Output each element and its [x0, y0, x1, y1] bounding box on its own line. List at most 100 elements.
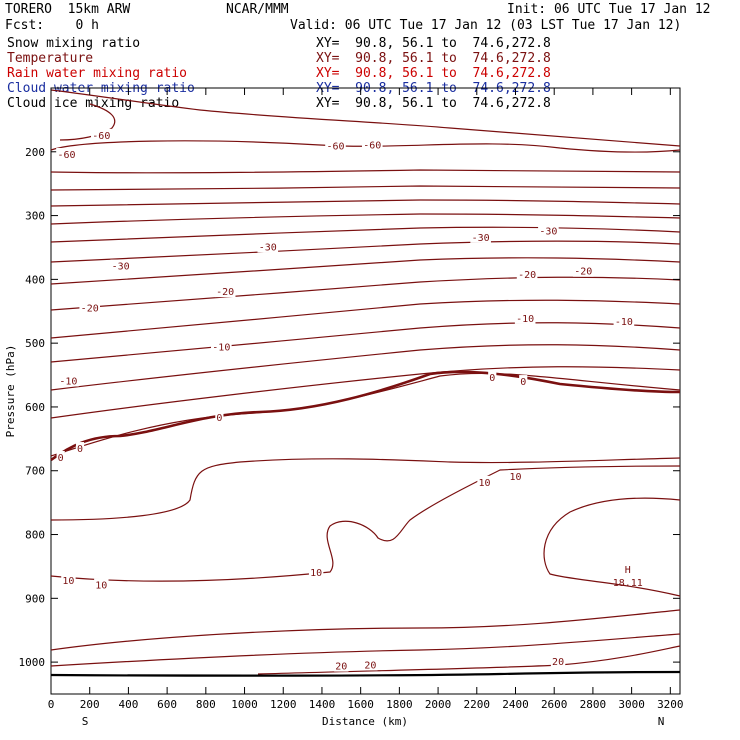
contour-line [50, 465, 681, 582]
x-tick-label: 1000 [231, 698, 258, 711]
x-tick-label: 1400 [309, 698, 336, 711]
y-tick-label: 800 [25, 529, 45, 542]
y-tick-label: 500 [25, 337, 45, 350]
field-temperature-xy: XY= 90.8, 56.1 to 74.6,272.8 [316, 51, 551, 66]
contour-label-bg [613, 315, 635, 328]
ground-surface-line [50, 670, 681, 677]
south-label: S [82, 715, 89, 728]
x-tick-label: 2000 [425, 698, 452, 711]
contour-label: -30 [259, 242, 277, 253]
x-tick-label: 800 [196, 698, 216, 711]
contour-line [50, 185, 681, 191]
contour-line [50, 89, 681, 147]
contour-label-bg [94, 578, 109, 591]
contour-label: -30 [472, 233, 490, 244]
y-tick-labels: 200 300 400 500 600 700 800 900 1000 [19, 146, 46, 669]
field-cloudice-label: Cloud ice mixing ratio [7, 96, 180, 111]
extrema-marker: H [625, 565, 631, 576]
contour-label-bg [61, 574, 76, 587]
contour-label-bg [214, 285, 236, 298]
contour-label: -60 [326, 142, 344, 153]
contour-label: -10 [516, 314, 534, 325]
x-tick-label: 2800 [580, 698, 607, 711]
contour-label: 10 [479, 478, 491, 489]
contour-label-bg [519, 375, 528, 388]
x-tick-label: 600 [157, 698, 177, 711]
contour-label: 20 [335, 662, 347, 673]
contour-label: -10 [212, 343, 230, 354]
contour-label: -20 [81, 304, 99, 315]
x-tick-label: 200 [80, 698, 100, 711]
contour-label-bg [56, 450, 65, 463]
contour-label-bg [538, 224, 559, 237]
north-label: N [658, 715, 665, 728]
contour-label: 10 [62, 576, 74, 587]
x-tick-labels: 0 200 400 600 800 1000 1200 1400 1600 1800 2000 220… [48, 698, 684, 711]
contour-labels: -60 -60 -60 -60 -30 -30 -30 -30 -20 -20 -20 -20 -10 -… [56, 128, 635, 673]
x-tick-label: 1800 [386, 698, 413, 711]
x-tick-label: 2200 [464, 698, 491, 711]
contour-label: -20 [518, 270, 536, 281]
contour-label: -60 [57, 150, 75, 161]
extrema-labels: H 18.11 [613, 565, 643, 589]
y-axis-label: Pressure (hPa) [4, 345, 17, 438]
contour-line [50, 366, 681, 419]
x-tick-label: 2600 [541, 698, 568, 711]
contour-label-bg [91, 128, 112, 141]
contour-line [50, 633, 681, 667]
contour-label: -20 [216, 287, 234, 298]
center-title: NCAR/MMM [226, 2, 289, 17]
contour-label-bg [211, 340, 232, 353]
contour-label-bg [508, 470, 523, 483]
contour-label: 10 [95, 581, 107, 592]
axis-tick-marks [50, 88, 680, 694]
contour-line [50, 169, 681, 174]
contour-label-bg [334, 659, 349, 672]
contour-line [50, 199, 681, 207]
contour-line [50, 344, 681, 391]
contour-line [543, 497, 681, 597]
valid-time: Valid: 06 UTC Tue 17 Jan 12 (03 LST Tue … [290, 18, 682, 33]
init-time: Init: 06 UTC Tue 17 Jan 12 [507, 2, 711, 17]
contour-line [50, 240, 681, 263]
field-snow-xy: XY= 90.8, 56.1 to 74.6,272.8 [316, 36, 551, 51]
zero-isotherm [50, 370, 681, 462]
contour-label: 20 [552, 657, 564, 668]
contour-line [50, 213, 681, 225]
contour-label-bg [477, 475, 492, 488]
y-tick-label: 200 [25, 146, 45, 159]
x-tick-label: 3000 [618, 698, 645, 711]
y-tick-label: 300 [25, 210, 45, 223]
contour-label: 0 [216, 413, 222, 424]
contour-label: -30 [112, 262, 130, 273]
contour-label-bg [110, 259, 131, 272]
contour-label-bg [215, 410, 224, 423]
contour-line [50, 299, 681, 339]
contour-label: 0 [58, 453, 64, 464]
contour-label-bg [516, 267, 538, 280]
contour-line [50, 322, 681, 363]
contour-label: -20 [574, 267, 592, 278]
contour-label-bg [363, 658, 378, 671]
plot-frame [50, 87, 681, 695]
y-tick-label: 900 [25, 592, 45, 605]
contour-label-bg [361, 138, 383, 151]
y-tick-label: 1000 [19, 656, 46, 669]
model-title: TORERO 15km ARW [5, 2, 131, 17]
contour-label: 0 [489, 373, 495, 384]
y-tick-label: 400 [25, 273, 45, 286]
contour-label: -30 [539, 227, 557, 238]
forecast-hour: Fcst: 0 h [5, 18, 99, 33]
contour-line [50, 457, 681, 521]
contour-label-bg [550, 655, 566, 668]
contour-label: -60 [363, 140, 381, 151]
contour-line [50, 609, 681, 651]
contour-label-bg [308, 565, 324, 578]
contour-label-bg [572, 264, 594, 277]
contour-label-bg [257, 240, 279, 253]
contour-label-bg [488, 371, 497, 384]
contour-label: -10 [59, 376, 77, 387]
contour-line [50, 257, 681, 285]
contour-label: 0 [520, 377, 526, 388]
